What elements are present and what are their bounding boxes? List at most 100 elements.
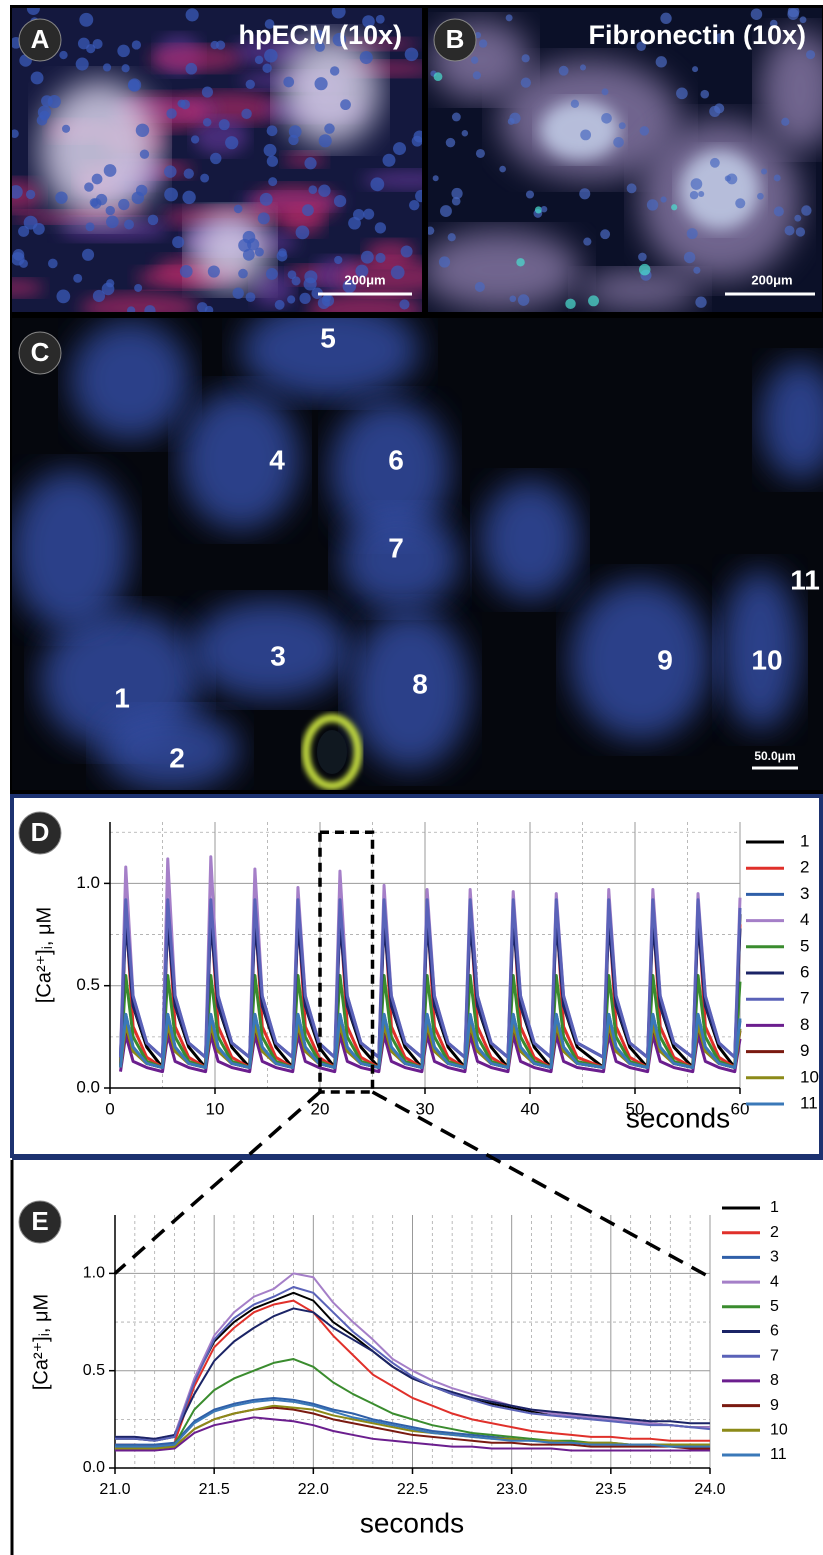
y-tick-label: 0.0	[76, 1077, 100, 1096]
nucleus	[318, 184, 331, 197]
nucleus	[264, 19, 275, 29]
legend-label: 5	[800, 936, 809, 955]
nucleus	[715, 33, 726, 44]
nucleus	[583, 237, 592, 246]
nucleus	[342, 279, 357, 294]
legend-label: 10	[800, 1067, 819, 1086]
cell-label: 9	[657, 644, 673, 675]
nucleus	[202, 117, 212, 127]
nucleus	[445, 137, 456, 148]
nucleus	[521, 54, 530, 63]
fluorescence	[148, 45, 242, 72]
nucleus	[238, 268, 248, 279]
series-line	[119, 898, 742, 1059]
nucleus	[781, 117, 790, 126]
overlays: hpECM (10x) Fibronectin (10x) 200μm 200μ…	[238, 20, 815, 770]
nucleus	[266, 155, 279, 167]
legend-label: 2	[770, 1224, 779, 1241]
nucleus	[709, 157, 720, 168]
nucleus	[182, 190, 196, 205]
panel-letter: C	[31, 337, 50, 367]
fluorescence	[240, 318, 420, 400]
nucleus	[447, 233, 456, 242]
nucleus	[245, 292, 256, 303]
nucleus	[265, 267, 278, 280]
nucleus	[147, 214, 159, 226]
nucleus	[374, 222, 387, 234]
fluorescence	[70, 320, 190, 440]
nucleus	[382, 153, 396, 167]
nucleus	[588, 295, 599, 307]
x-tick-label: 21.5	[199, 1481, 230, 1498]
legend-label: 3	[770, 1249, 779, 1266]
nucleus	[238, 238, 252, 252]
fluorescence	[760, 360, 823, 480]
fluorescence	[720, 570, 800, 730]
nucleus	[91, 173, 103, 185]
nucleus	[660, 12, 672, 25]
fluorescence	[680, 150, 760, 230]
nucleus	[266, 125, 278, 137]
nucleus	[794, 214, 802, 222]
nucleus	[579, 188, 591, 200]
nucleus	[334, 255, 343, 265]
nucleus	[478, 39, 488, 48]
chart: 0 10 20 30 40 50 60 0.0 0.5 1.0 seconds [Ca²⁺]ᵢ, μM…	[33, 822, 819, 1133]
nucleus	[56, 289, 71, 304]
nucleus	[370, 177, 385, 192]
fluorescence	[40, 80, 160, 220]
y-tick-label: 0.5	[83, 1362, 105, 1379]
legend-label: 7	[770, 1347, 779, 1364]
x-tick-label: 24.0	[694, 1481, 725, 1498]
nucleus	[262, 63, 272, 73]
nucleus	[626, 183, 637, 194]
nucleus	[85, 222, 95, 232]
nucleus	[540, 205, 548, 213]
nucleus	[638, 252, 647, 262]
nucleus	[183, 168, 194, 179]
fluorescence	[428, 230, 580, 310]
nucleus	[801, 205, 812, 216]
legend-label: 7	[800, 989, 809, 1008]
nucleus	[600, 229, 611, 240]
nucleus	[784, 225, 795, 236]
y-axis-label: [Ca²⁺]ᵢ, μM	[33, 907, 55, 1003]
nucleus	[121, 64, 130, 73]
nucleus	[516, 258, 525, 267]
nucleus	[92, 289, 106, 303]
nucleus	[196, 302, 208, 312]
nucleus	[263, 143, 277, 157]
nucleus	[47, 258, 58, 269]
nucleus	[308, 185, 318, 194]
nucleus	[26, 8, 40, 15]
nucleus	[185, 8, 199, 22]
nucleus	[135, 123, 150, 138]
y-axis-label: [Ca²⁺]ᵢ, μM	[30, 1294, 52, 1390]
nucleus	[714, 103, 725, 114]
x-tick-label: 10	[206, 1099, 225, 1118]
nucleus	[683, 251, 696, 264]
nucleus	[241, 108, 252, 120]
nucleus	[166, 108, 177, 119]
nucleus	[314, 41, 325, 52]
nucleus	[210, 40, 219, 50]
legend-label: 6	[770, 1323, 779, 1340]
nucleus	[164, 187, 178, 202]
nucleus	[124, 219, 134, 230]
series-line	[115, 1307, 710, 1440]
nucleus	[303, 277, 317, 291]
nucleus	[411, 135, 422, 147]
scale-bar-label: 200μm	[344, 272, 385, 287]
fluorescence	[580, 270, 700, 310]
zoom-box	[318, 830, 375, 1094]
nucleus	[451, 196, 461, 206]
nucleus	[676, 87, 688, 100]
legend-label: 9	[800, 1041, 809, 1060]
nucleus	[55, 191, 68, 204]
micrograph-a	[12, 8, 422, 312]
nucleus	[302, 204, 314, 217]
nucleus	[84, 182, 94, 192]
fluorescence	[100, 710, 240, 790]
x-tick-label: 60	[731, 1099, 750, 1118]
x-tick-label: 20	[311, 1099, 330, 1118]
